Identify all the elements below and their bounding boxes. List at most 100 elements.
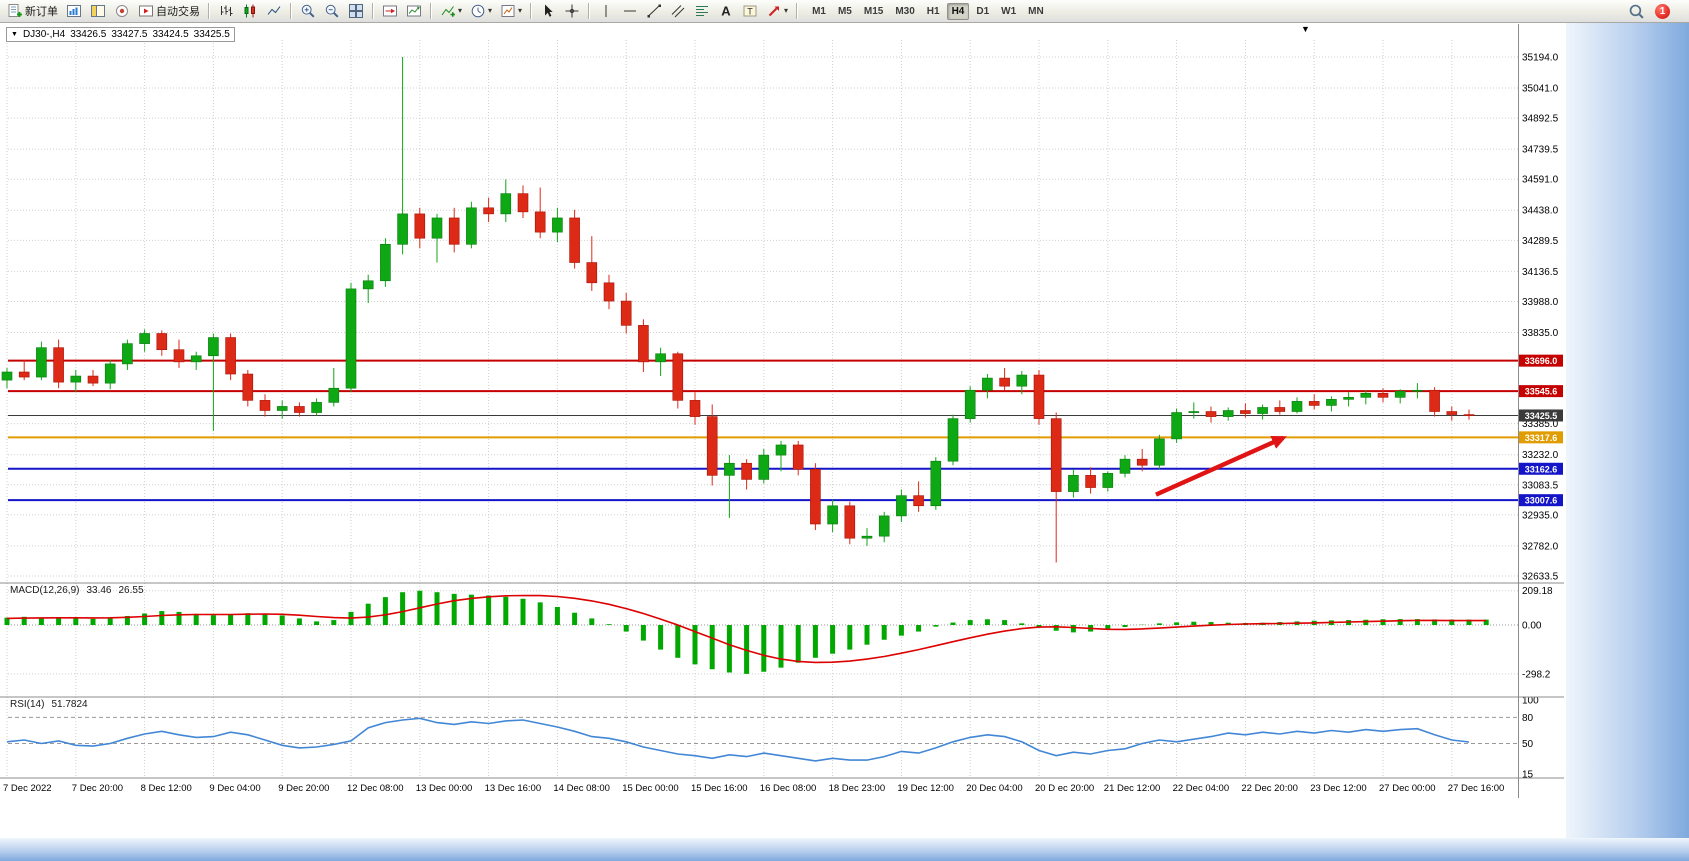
- timeframe-button-mn[interactable]: MN: [1028, 5, 1044, 17]
- timeframe-button-h4[interactable]: H4: [946, 2, 970, 20]
- time-axis-label: 12 Dec 08:00: [347, 783, 404, 794]
- chart-shift-button[interactable]: [378, 0, 402, 22]
- timeframe-button-m5[interactable]: M5: [837, 5, 852, 17]
- candle-body: [36, 347, 47, 378]
- candle-body: [173, 349, 185, 363]
- timeframe-button-d1[interactable]: D1: [976, 5, 990, 17]
- text-label-button[interactable]: T: [738, 0, 762, 22]
- rsi-scale-label: 100: [1522, 696, 1539, 707]
- sound-icon: [116, 5, 128, 17]
- timeframe-button-m30[interactable]: M30: [895, 5, 915, 17]
- price-tag-label: 33162.6: [1525, 464, 1558, 474]
- new-chart-button[interactable]: [62, 0, 86, 22]
- price-tag[interactable]: [1519, 385, 1563, 398]
- time-axis-label: 16 Dec 08:00: [760, 783, 817, 794]
- timeframe-button-w1[interactable]: W1: [1001, 5, 1017, 17]
- bar-chart-icon: [221, 5, 233, 16]
- timeframe-button-m15[interactable]: M15: [863, 5, 884, 17]
- time-axis-label: 15 Dec 00:00: [622, 783, 679, 794]
- tile-windows-icon: [349, 4, 363, 18]
- chevron-down-icon: ▾: [488, 6, 493, 15]
- sound-button[interactable]: [110, 0, 134, 22]
- window-border-right: [1566, 23, 1689, 838]
- tile-windows-button[interactable]: [344, 0, 368, 22]
- time-axis-label: 22 Dec 04:00: [1173, 783, 1230, 794]
- title-dropdown-icon[interactable]: ▼: [11, 31, 18, 38]
- cursor-button[interactable]: [536, 0, 560, 22]
- arrows-tool-button[interactable]: ▾: [762, 0, 792, 22]
- indicators-button[interactable]: ▾: [436, 0, 466, 22]
- new-chart-icon: [67, 5, 81, 17]
- timeframe-button-h1[interactable]: H1: [926, 5, 940, 17]
- candle-body: [242, 373, 254, 401]
- candle-body: [569, 217, 580, 263]
- templates-button[interactable]: ▾: [496, 0, 526, 22]
- channel-button[interactable]: [666, 0, 690, 22]
- candle-body: [1360, 392, 1372, 398]
- candle-body: [1102, 473, 1114, 488]
- profiles-button[interactable]: [86, 0, 110, 22]
- price-tag-label: 33545.6: [1525, 387, 1558, 397]
- line-chart-icon: [267, 6, 281, 15]
- price-tick-label: 33988.0: [1522, 297, 1559, 308]
- candle-body: [1446, 411, 1458, 415]
- price-tag[interactable]: [1519, 409, 1563, 422]
- trendline-button[interactable]: [642, 0, 666, 22]
- candle-body: [758, 454, 770, 480]
- zoom-out-button[interactable]: [320, 0, 344, 22]
- chart-open: 33426.5: [70, 29, 107, 40]
- horizontal-line-icon: [624, 10, 637, 12]
- toolbar-separator: [530, 3, 533, 19]
- candle-body: [87, 375, 99, 384]
- candle-body: [896, 495, 907, 517]
- candle-body: [18, 371, 30, 378]
- price-tag[interactable]: [1519, 462, 1563, 475]
- vertical-line-button[interactable]: [594, 0, 618, 22]
- chart-symbol: DJ30-,H4: [22, 29, 66, 40]
- crosshair-button[interactable]: [560, 0, 584, 22]
- candle-body: [1429, 389, 1440, 412]
- template-icon: [501, 5, 515, 17]
- cursor-icon: [545, 4, 553, 17]
- candle-body: [638, 325, 649, 363]
- periods-button[interactable]: ▾: [466, 0, 496, 22]
- toolbar-right-tools: 1: [1628, 3, 1686, 20]
- toolbar-separator: [588, 3, 591, 19]
- line-chart-button[interactable]: [262, 0, 286, 22]
- annotation-arrow[interactable]: [1155, 435, 1287, 497]
- candlestick-chart-icon: [244, 4, 255, 18]
- auto-scroll-button[interactable]: [402, 0, 426, 22]
- text-tool-button[interactable]: A: [714, 0, 738, 22]
- horizontal-line-button[interactable]: [618, 0, 642, 22]
- macd-scale-label: 0.00: [1522, 621, 1542, 632]
- candlestick-chart-button[interactable]: [238, 0, 262, 22]
- text-icon: A: [721, 4, 731, 19]
- price-tag[interactable]: [1519, 354, 1563, 367]
- auto-trading-button[interactable]: 自动交易: [134, 0, 204, 22]
- candle-body: [689, 400, 701, 417]
- zoom-in-icon: [301, 4, 315, 18]
- bar-chart-button[interactable]: [214, 0, 238, 22]
- price-tag[interactable]: [1519, 494, 1563, 507]
- time-axis-label: 23 Dec 12:00: [1310, 783, 1367, 794]
- chart-close: 33425.5: [193, 29, 230, 40]
- search-icon[interactable]: [1628, 3, 1645, 20]
- candle-body: [878, 515, 890, 537]
- rsi-line: [6, 717, 1470, 762]
- time-axis-label: 9 Dec 20:00: [278, 783, 329, 794]
- chart-shift-marker[interactable]: ▼: [1301, 24, 1310, 34]
- fibonacci-button[interactable]: [690, 0, 714, 22]
- zoom-in-button[interactable]: [296, 0, 320, 22]
- notification-badge[interactable]: 1: [1655, 3, 1670, 19]
- macd-scale-label: -298.2: [1522, 669, 1551, 680]
- price-tag[interactable]: [1519, 431, 1563, 444]
- candle-body: [861, 535, 873, 539]
- chart-shift-icon: [383, 5, 397, 17]
- candle-body: [448, 217, 460, 245]
- timeframe-button-m1[interactable]: M1: [812, 5, 826, 17]
- new-order-button[interactable]: 新订单: [3, 0, 62, 22]
- toolbar-separator: [796, 3, 799, 19]
- candle-body: [414, 213, 426, 239]
- time-axis-label: 13 Dec 00:00: [416, 783, 473, 794]
